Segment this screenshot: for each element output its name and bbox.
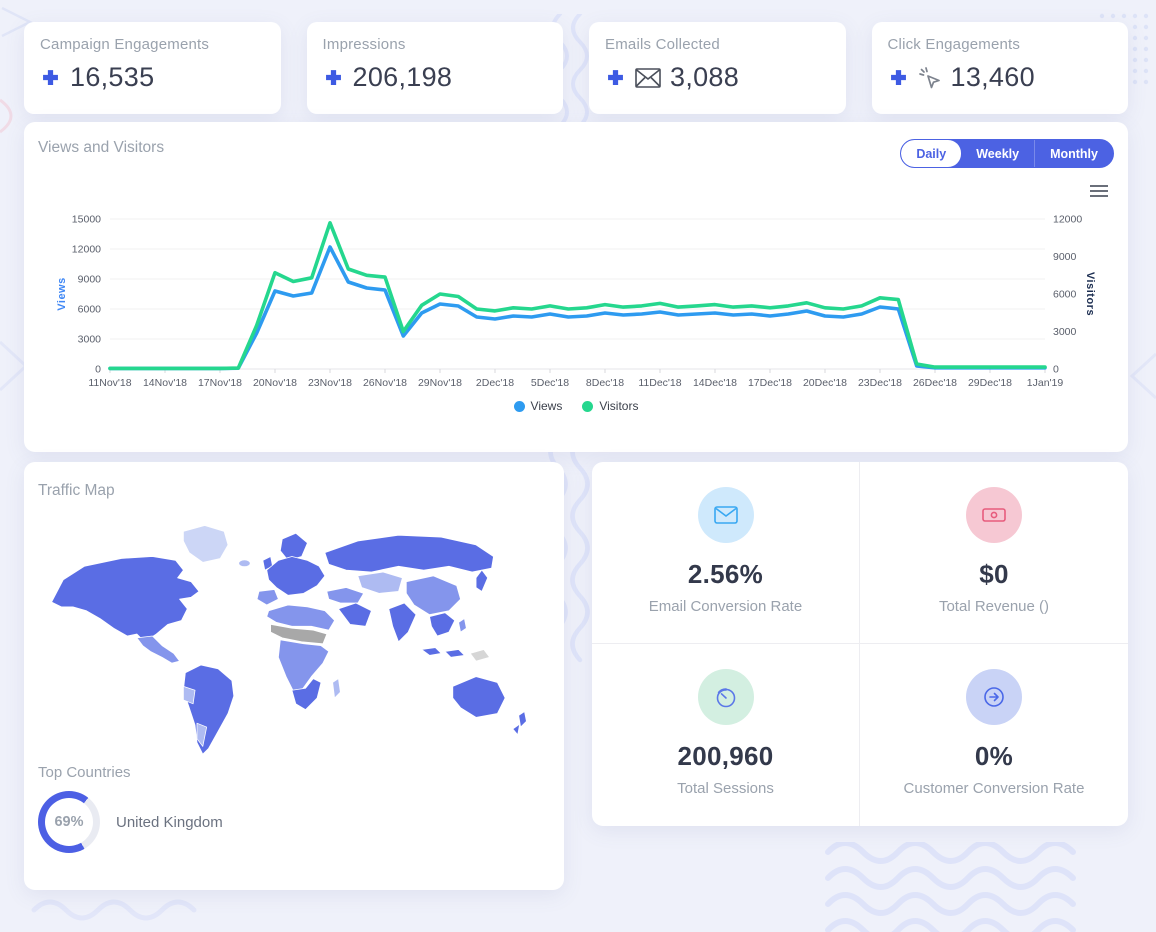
timer-circle-icon xyxy=(697,669,754,725)
tab-daily[interactable]: Daily xyxy=(901,140,962,167)
svg-text:20Nov'18: 20Nov'18 xyxy=(253,377,297,389)
svg-text:12000: 12000 xyxy=(1053,214,1082,226)
svg-text:29Nov'18: 29Nov'18 xyxy=(418,377,462,389)
views-visitors-chart[interactable]: 0 3000 6000 9000 12000 15000 0 3000 6000 9000 1200… xyxy=(24,184,1128,399)
metric-label: Customer Conversion Rate xyxy=(903,780,1085,797)
banknote-circle-icon xyxy=(966,487,1022,543)
stat-label: Click Engagements xyxy=(887,36,1021,53)
svg-text:17Nov'18: 17Nov'18 xyxy=(198,377,242,389)
plus-icon xyxy=(890,70,906,85)
plus-icon xyxy=(43,70,58,85)
svg-text:8Dec'18: 8Dec'18 xyxy=(586,377,624,389)
metric-value: 2.56% xyxy=(687,559,764,589)
envelope-circle-icon xyxy=(697,487,754,543)
chevron-right-deco xyxy=(1129,352,1156,400)
legend-label: Visitors xyxy=(599,399,639,413)
svg-text:23Nov'18: 23Nov'18 xyxy=(308,377,352,389)
visitors-dot-icon xyxy=(582,400,594,412)
country-percent-value: 69% xyxy=(45,798,93,846)
svg-text:15000: 15000 xyxy=(72,214,101,226)
stat-card-row: Campaign Engagements 16,535 Impressions … xyxy=(24,22,1128,114)
stat-value: 206,198 xyxy=(352,62,453,92)
svg-text:26Nov'18: 26Nov'18 xyxy=(363,377,407,389)
world-map[interactable] xyxy=(36,510,544,760)
svg-text:1Jan'19: 1Jan'19 xyxy=(1027,377,1064,389)
svg-text:12000: 12000 xyxy=(72,244,101,256)
stat-value: 13,460 xyxy=(950,62,1035,92)
country-percent-donut: 69% xyxy=(38,791,100,853)
svg-text:5Dec'18: 5Dec'18 xyxy=(531,377,569,389)
wave-bottom-left-deco xyxy=(31,899,197,921)
svg-text:2Dec'18: 2Dec'18 xyxy=(476,377,514,389)
tab-weekly[interactable]: Weekly xyxy=(961,140,1034,167)
svg-text:3000: 3000 xyxy=(78,334,102,346)
click-icon xyxy=(918,66,940,88)
legend-label: Views xyxy=(530,399,563,413)
stat-value: 3,088 xyxy=(670,62,740,92)
stat-card-click-engagements: Click Engagements 13,460 xyxy=(871,22,1128,114)
views-dot-icon xyxy=(513,400,525,412)
metric-label: Total Revenue () xyxy=(938,598,1050,615)
svg-text:6000: 6000 xyxy=(1053,289,1077,301)
plus-icon xyxy=(325,70,341,85)
metric-total-revenue: $0 Total Revenue () xyxy=(860,462,1128,644)
svg-text:26Dec'18: 26Dec'18 xyxy=(913,377,957,389)
metric-email-conversion: 2.56% Email Conversion Rate xyxy=(592,462,860,644)
svg-text:Visitors: Visitors xyxy=(1084,272,1096,316)
svg-text:23Dec'18: 23Dec'18 xyxy=(858,377,902,389)
chart-menu-icon[interactable] xyxy=(1090,182,1108,200)
views-visitors-card: Views and Visitors Daily Weekly Monthly … xyxy=(24,122,1128,452)
metric-total-sessions: 200,960 Total Sessions xyxy=(592,644,860,826)
legend-item-visitors[interactable]: Visitors xyxy=(582,399,638,413)
stat-value: 16,535 xyxy=(70,62,155,92)
svg-text:0: 0 xyxy=(1053,364,1059,376)
country-name: United Kingdom xyxy=(116,813,223,831)
stat-label: Emails Collected xyxy=(605,36,720,53)
metric-customer-conversion: 0% Customer Conversion Rate xyxy=(860,644,1128,826)
stat-card-impressions: Impressions 206,198 xyxy=(306,22,563,114)
top-country-row: 69% United Kingdom xyxy=(38,791,564,853)
metric-label: Email Conversion Rate xyxy=(648,598,803,615)
svg-text:20Dec'18: 20Dec'18 xyxy=(803,377,847,389)
stat-card-emails-collected: Emails Collected 3,088 xyxy=(589,22,846,114)
svg-text:3000: 3000 xyxy=(1053,326,1077,338)
plus-icon xyxy=(608,70,623,85)
tab-monthly[interactable]: Monthly xyxy=(1034,140,1113,167)
map-title: Traffic Map xyxy=(38,482,115,499)
stat-label: Impressions xyxy=(322,36,406,53)
legend-item-views[interactable]: Views xyxy=(513,399,563,413)
svg-text:11Nov'18: 11Nov'18 xyxy=(88,377,131,389)
metric-value: 200,960 xyxy=(677,741,774,771)
svg-text:29Dec'18: 29Dec'18 xyxy=(968,377,1012,389)
svg-text:14Nov'18: 14Nov'18 xyxy=(143,377,187,389)
svg-text:Views: Views xyxy=(56,277,68,311)
metrics-card: 2.56% Email Conversion Rate $0 Total Rev… xyxy=(592,462,1128,826)
top-countries-title: Top Countries xyxy=(38,764,131,781)
chart-title: Views and Visitors xyxy=(38,139,165,156)
traffic-map-card: Traffic Map xyxy=(24,462,564,890)
svg-text:14Dec'18: 14Dec'18 xyxy=(693,377,737,389)
stat-card-campaign-engagements: Campaign Engagements 16,535 xyxy=(24,22,281,114)
svg-text:9000: 9000 xyxy=(78,274,102,286)
arrow-right-circle-icon xyxy=(966,669,1022,725)
metric-value: $0 xyxy=(979,559,1009,589)
svg-text:17Dec'18: 17Dec'18 xyxy=(748,377,792,389)
metric-value: 0% xyxy=(974,741,1014,771)
metric-label: Total Sessions xyxy=(677,780,774,797)
svg-text:6000: 6000 xyxy=(78,304,102,316)
svg-text:9000: 9000 xyxy=(1053,251,1077,263)
stat-label: Campaign Engagements xyxy=(40,36,210,53)
svg-text:11Dec'18: 11Dec'18 xyxy=(638,377,681,389)
chart-legend: Views Visitors xyxy=(24,399,1128,413)
envelope-icon xyxy=(635,67,661,88)
svg-text:0: 0 xyxy=(95,364,101,376)
range-toggle: Daily Weekly Monthly xyxy=(900,139,1114,168)
waves-bottom-deco xyxy=(825,842,1076,932)
arc-left-deco xyxy=(0,98,13,134)
